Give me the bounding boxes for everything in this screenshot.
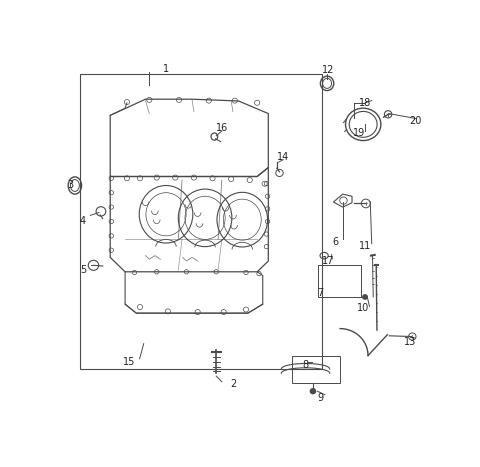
Text: 16: 16 bbox=[216, 123, 228, 133]
Text: 10: 10 bbox=[357, 304, 369, 313]
Text: 11: 11 bbox=[359, 241, 371, 251]
Bar bbox=[81, 74, 322, 369]
Text: 19: 19 bbox=[353, 128, 366, 138]
Text: 3: 3 bbox=[67, 180, 73, 191]
Text: 2: 2 bbox=[230, 379, 236, 389]
Circle shape bbox=[311, 389, 315, 394]
Text: 1: 1 bbox=[163, 64, 169, 74]
Text: 8: 8 bbox=[302, 360, 309, 370]
Text: 13: 13 bbox=[404, 337, 416, 347]
Bar bbox=[292, 355, 340, 382]
Text: 12: 12 bbox=[322, 65, 334, 76]
Text: 5: 5 bbox=[80, 265, 86, 275]
Bar bbox=[318, 265, 361, 297]
Circle shape bbox=[363, 295, 367, 299]
Text: 15: 15 bbox=[122, 357, 135, 367]
Text: 18: 18 bbox=[359, 98, 371, 108]
Text: 9: 9 bbox=[317, 393, 324, 403]
Text: 17: 17 bbox=[322, 256, 334, 266]
Text: 7: 7 bbox=[317, 288, 324, 297]
Text: 4: 4 bbox=[80, 216, 86, 226]
Text: 14: 14 bbox=[277, 152, 289, 162]
Text: 6: 6 bbox=[332, 237, 338, 247]
Text: 20: 20 bbox=[409, 116, 421, 126]
